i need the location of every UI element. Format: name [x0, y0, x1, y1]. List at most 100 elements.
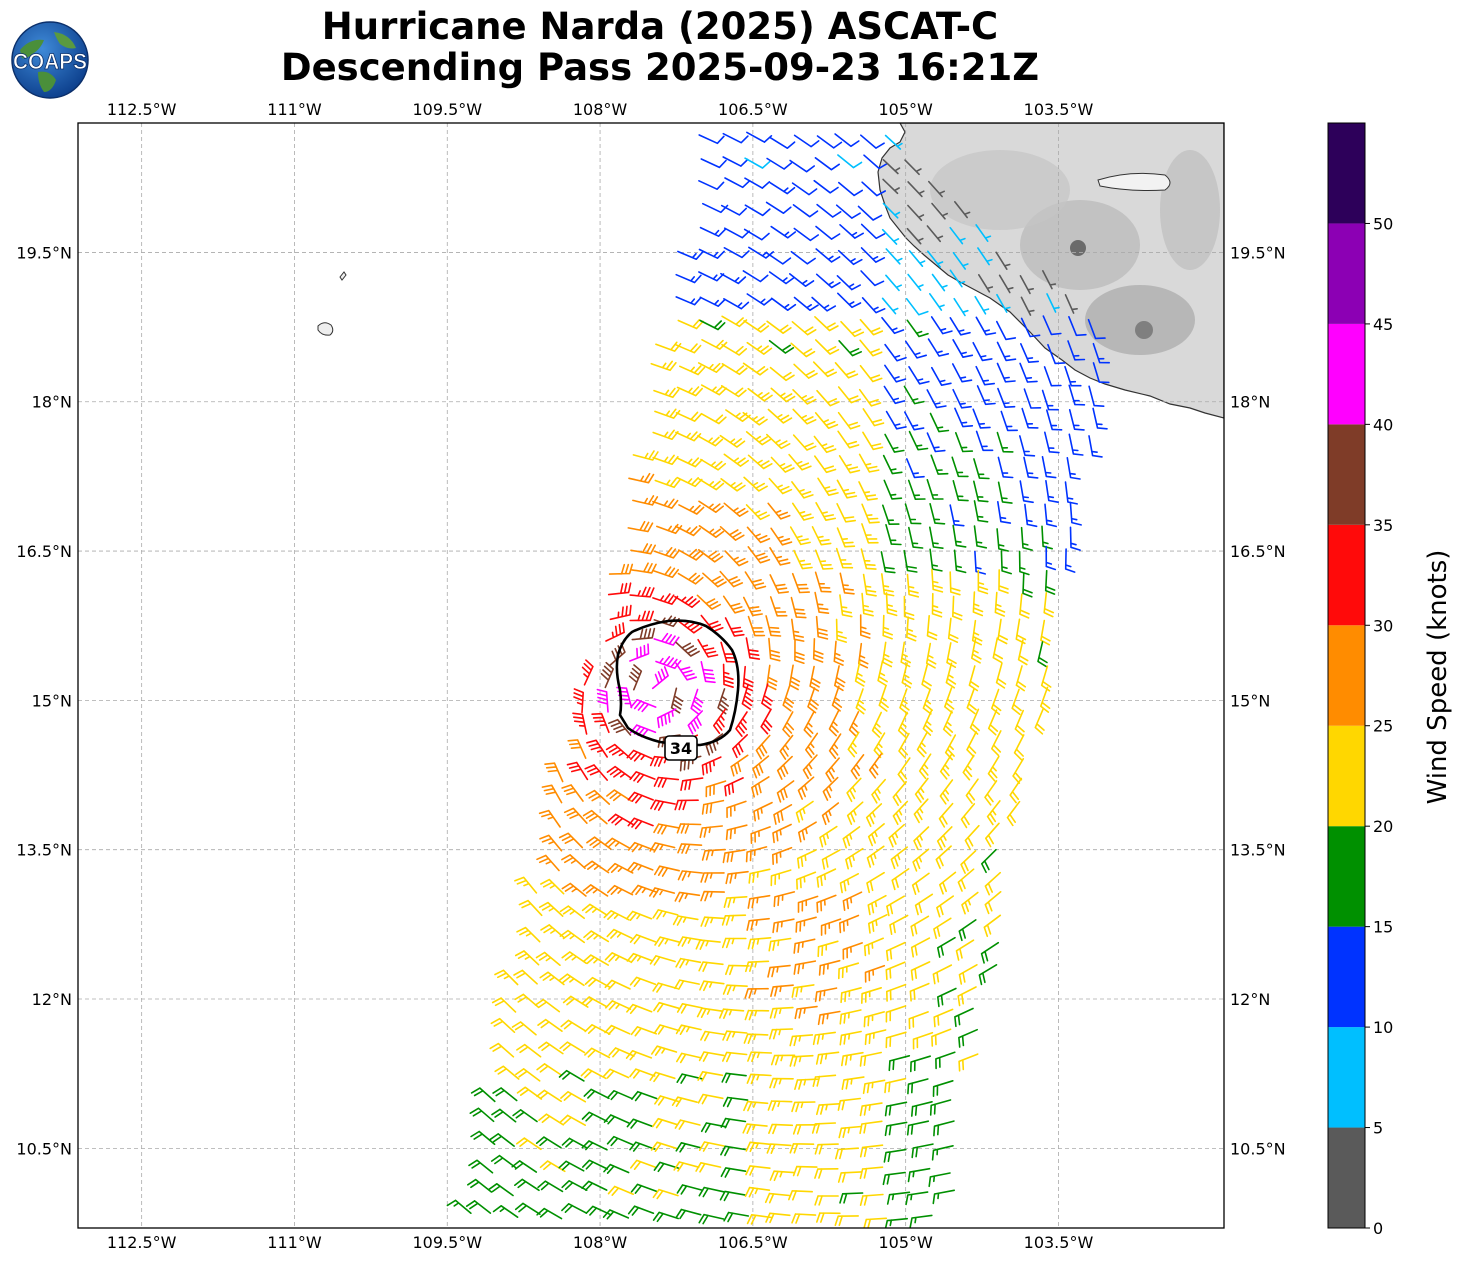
wind-barb — [1068, 409, 1085, 431]
title-line-1: Hurricane Narda (2025) ASCAT-C — [321, 5, 999, 48]
wind-barb — [794, 639, 805, 664]
wind-barb — [768, 271, 795, 285]
wind-barb — [789, 1034, 814, 1047]
wind-barb — [817, 477, 839, 496]
wind-barb — [558, 1160, 585, 1172]
wind-barb — [745, 431, 771, 446]
wind-barb — [776, 755, 793, 780]
wind-barb — [676, 1184, 703, 1195]
wind-barb — [973, 480, 989, 503]
wind-barb — [828, 710, 840, 737]
wind-barb — [1017, 639, 1029, 666]
colorbar-bin-1 — [1328, 1027, 1365, 1128]
wind-barb — [765, 615, 782, 637]
wind-barb — [908, 1011, 929, 1030]
wind-barb — [978, 964, 998, 986]
wind-barb — [470, 1130, 496, 1146]
wind-barb — [627, 791, 654, 804]
wind-barb — [918, 753, 932, 780]
wind-barb — [871, 711, 882, 738]
wind-barb — [905, 1191, 929, 1206]
wind-barb — [928, 180, 945, 198]
wind-barb — [700, 661, 716, 684]
wind-radius-label: 34 — [664, 735, 698, 761]
wind-barb — [653, 1001, 680, 1013]
wind-barb — [792, 434, 817, 451]
wind-barb — [561, 784, 584, 802]
wind-barb — [631, 562, 657, 574]
wind-barb — [583, 930, 610, 943]
wind-barb — [769, 574, 789, 594]
wind-barb — [867, 894, 887, 916]
wind-barb — [839, 873, 859, 894]
wind-barb — [536, 1089, 562, 1103]
wind-barb — [838, 1125, 863, 1139]
wind-barb — [773, 804, 793, 825]
wind-barb — [973, 458, 990, 480]
wind-barb — [897, 757, 911, 783]
wind-barb — [1068, 384, 1086, 406]
wind-barb — [724, 617, 745, 637]
wind-barb — [840, 987, 862, 1004]
wind-barb — [837, 249, 863, 266]
wind-barb — [983, 914, 1002, 938]
lon-tick-top-3: 108°W — [573, 100, 628, 119]
wind-barb — [559, 1114, 586, 1126]
wind-barb — [750, 826, 771, 844]
wind-barb — [882, 504, 900, 525]
wind-barb — [885, 941, 906, 962]
wind-barb — [652, 498, 679, 509]
wind-barb — [700, 412, 727, 425]
wind-barb — [746, 293, 773, 306]
wind-barb — [1088, 435, 1103, 458]
wind-barb — [489, 1133, 515, 1147]
wind-barb — [861, 523, 879, 544]
wind-barb — [674, 1119, 701, 1130]
wind-barb — [534, 998, 561, 1013]
wind-barb — [670, 687, 684, 714]
wind-barb — [698, 500, 724, 513]
wind-barb — [907, 273, 924, 291]
wind-barb — [885, 524, 902, 546]
wind-barb — [932, 1080, 954, 1097]
wind-barbs — [446, 131, 1110, 1228]
wind-barb — [860, 134, 885, 149]
wind-barb — [656, 523, 683, 535]
wind-barb — [789, 159, 815, 173]
wind-barb — [631, 884, 658, 896]
wind-barb — [720, 478, 746, 492]
wind-barb — [814, 157, 840, 171]
wind-barb — [629, 771, 656, 783]
wind-barb — [816, 868, 837, 888]
wind-barb — [788, 453, 812, 471]
wind-barb — [964, 824, 980, 850]
wind-barb — [835, 1147, 859, 1160]
wind-barb — [1040, 686, 1051, 713]
wind-barb — [745, 504, 770, 521]
wind-barb — [1000, 550, 1012, 575]
wind-barb — [558, 1069, 585, 1082]
wind-barb — [652, 1117, 679, 1129]
wind-barb — [719, 526, 745, 541]
wind-barb — [700, 872, 725, 883]
wind-barb — [1022, 572, 1033, 598]
wind-barb — [960, 850, 977, 874]
wind-barb — [955, 432, 974, 453]
wind-barb — [884, 1077, 907, 1094]
wind-barb — [652, 1188, 679, 1200]
wind-barb — [949, 571, 961, 596]
wind-barb — [766, 664, 778, 691]
wind-barb — [900, 641, 911, 668]
wind-barb — [632, 450, 659, 461]
wind-barb — [765, 251, 792, 265]
wind-barb — [908, 526, 924, 549]
wind-barb — [880, 551, 896, 574]
wind-barb — [675, 1024, 702, 1035]
wind-barb — [607, 862, 634, 874]
wind-barb — [935, 1051, 956, 1070]
wind-barb — [675, 662, 697, 681]
wind-barb — [768, 937, 792, 952]
wind-barb — [862, 408, 885, 427]
wind-barb — [699, 980, 725, 992]
